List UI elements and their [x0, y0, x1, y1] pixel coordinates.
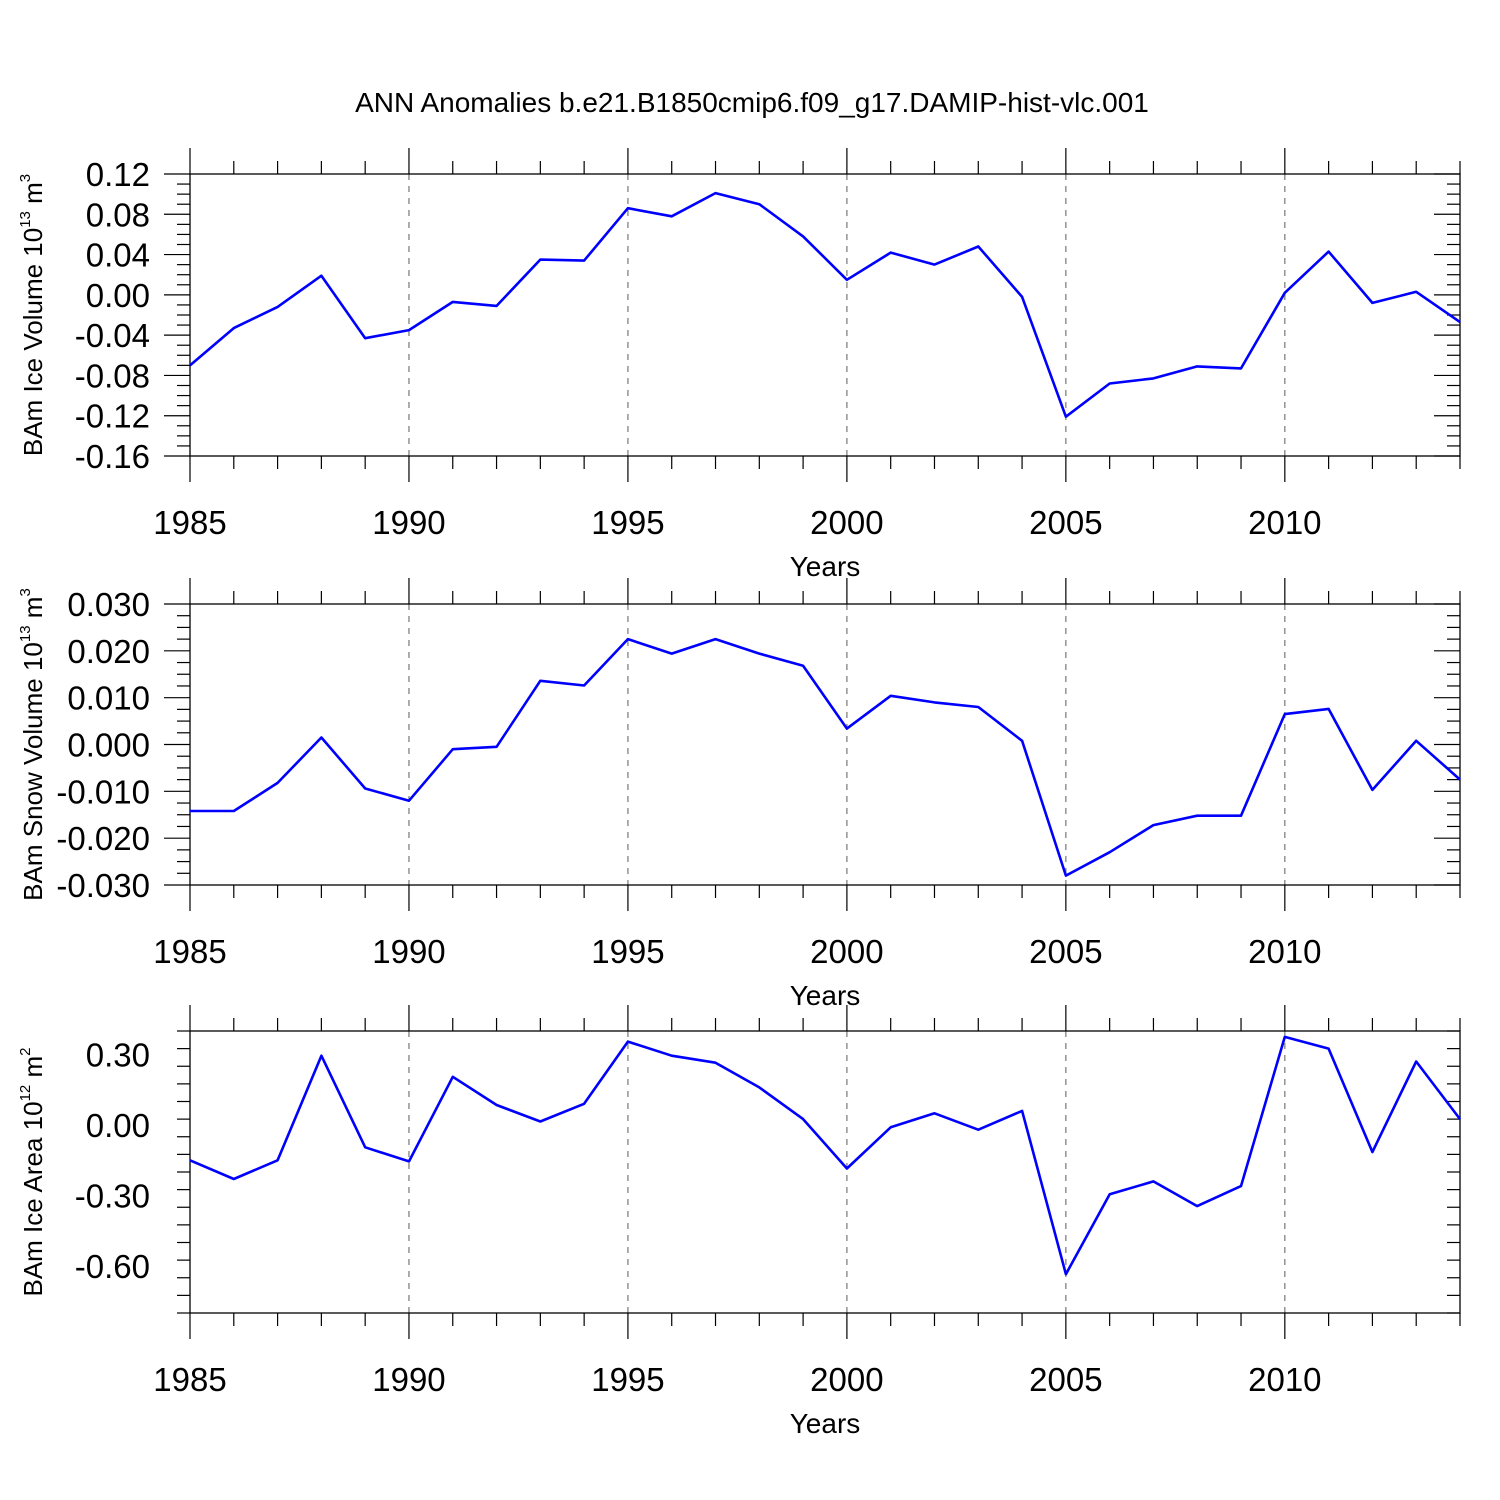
series-line-ice-volume — [189, 191, 1461, 419]
x-tick-label: 2000 — [810, 1361, 883, 1398]
y-tick-label: -0.030 — [56, 867, 150, 904]
x-tick-label: 1995 — [591, 1361, 664, 1398]
y-axis-label-unit: m — [18, 1056, 48, 1085]
y-axis-label-unit-exponent: 3 — [17, 588, 34, 596]
figure-title: ANN Anomalies b.e21.B1850cmip6.f09_g17.D… — [355, 87, 1149, 118]
y-axis-label-exponent: 13 — [17, 625, 34, 642]
y-axis-label: BAm Snow Volume 1013 m3 — [17, 588, 48, 901]
y-axis-label-unit-exponent: 3 — [17, 174, 34, 182]
x-tick-label: 1990 — [372, 504, 445, 541]
y-axis-label-unit-exponent: 2 — [17, 1047, 34, 1055]
y-tick-label: -0.30 — [75, 1178, 150, 1215]
panel-ice-area: 1985 1990 1995 2000 2005 2010 0.30 0.00 -0.30 -0.… — [17, 1005, 1462, 1439]
x-tick-label: 2010 — [1248, 933, 1321, 970]
series-line-snow-volume — [190, 637, 1461, 877]
y-tick-label: -0.12 — [75, 398, 150, 435]
y-tick-label: 0.00 — [86, 1107, 150, 1144]
y-tick-label: 0.12 — [86, 156, 150, 193]
y-tick-label: 0.30 — [86, 1037, 150, 1074]
plot-frame — [189, 173, 1461, 457]
series-line-ice-area — [189, 1035, 1462, 1276]
y-axis-label-text: BAm Snow Volume 10 — [18, 642, 48, 901]
plot-frame — [189, 1030, 1461, 1314]
x-tick-label: 1985 — [153, 504, 226, 541]
x-tick-label: 1995 — [591, 933, 664, 970]
y-tick-label: 0.030 — [67, 586, 150, 623]
x-axis-label: Years — [790, 980, 861, 1011]
x-tick-label: 1985 — [153, 933, 226, 970]
y-tick-label: -0.16 — [75, 438, 150, 475]
y-axis-label-text: BAm Ice Volume 10 — [18, 228, 48, 456]
x-tick-label: 2010 — [1248, 504, 1321, 541]
y-axis-label-unit: m — [18, 182, 48, 211]
y-axis-label: BAm Ice Volume 1013 m3 — [17, 174, 48, 456]
y-axis-label-exponent: 12 — [17, 1085, 34, 1102]
x-tick-label: 2005 — [1029, 933, 1102, 970]
y-tick-label: 0.04 — [86, 237, 150, 274]
x-tick-label: 1990 — [372, 933, 445, 970]
x-tick-label: 1995 — [591, 504, 664, 541]
y-tick-label: 0.010 — [67, 680, 150, 717]
y-tick-label: 0.08 — [86, 196, 150, 233]
y-tick-label: 0.000 — [67, 727, 150, 764]
x-tick-label: 2010 — [1248, 1361, 1321, 1398]
x-axis-label: Years — [790, 1408, 861, 1439]
y-tick-label: -0.020 — [56, 820, 150, 857]
x-tick-label: 2000 — [810, 504, 883, 541]
y-axis-label: BAm Ice Area 1012 m2 — [17, 1047, 48, 1296]
x-axis-label: Years — [790, 551, 861, 582]
panels: 1985 1990 1995 2000 2005 20100.120.080.040.00… — [17, 148, 1462, 1439]
y-tick-label: -0.04 — [75, 317, 150, 354]
y-tick-label: -0.08 — [75, 357, 150, 394]
y-tick-label: -0.60 — [75, 1248, 150, 1285]
panel-snow-volume: 1985 1990 1995 2000 2005 2010 0.030 0.020 0.010 0… — [17, 578, 1461, 1011]
plot-frame — [189, 603, 1461, 886]
y-tick-label: 0.020 — [67, 633, 150, 670]
y-axis-label-exponent: 13 — [17, 211, 34, 228]
y-axis-label-unit: m — [18, 597, 48, 626]
y-axis-label-text: BAm Ice Area 10 — [18, 1101, 48, 1296]
x-tick-label: 1990 — [372, 1361, 445, 1398]
y-tick-label: 0.00 — [86, 277, 150, 314]
x-tick-label: 2005 — [1029, 504, 1102, 541]
y-tick-label: -0.010 — [56, 773, 150, 810]
x-tick-label: 2000 — [810, 933, 883, 970]
panel-ice-volume: 1985 1990 1995 2000 2005 2010 0.120.08 0.040.00… — [17, 148, 1461, 582]
x-tick-label: 1985 — [153, 1361, 226, 1398]
x-tick-label: 2005 — [1029, 1361, 1102, 1398]
